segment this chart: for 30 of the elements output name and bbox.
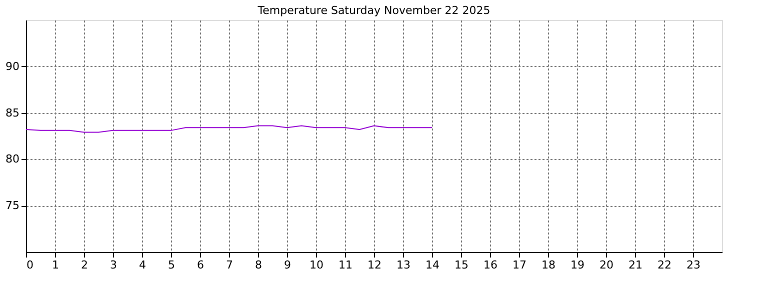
x-tick-label: 18 <box>542 258 556 272</box>
x-tick-label: 19 <box>570 258 584 272</box>
y-tick-label: 90 <box>6 60 20 73</box>
x-tick-label: 20 <box>600 258 614 272</box>
y-tick-label: 80 <box>6 152 20 166</box>
x-tick-label: 7 <box>226 258 233 272</box>
x-tick-label: 8 <box>255 258 262 272</box>
x-tick-label: 6 <box>197 258 204 272</box>
line-series <box>26 125 432 133</box>
x-tick-label: 23 <box>686 258 700 272</box>
x-tick-label: 1 <box>52 258 59 272</box>
x-tick-label: 13 <box>396 258 410 272</box>
y-tick-label: 85 <box>6 106 20 120</box>
x-tick-label: 4 <box>139 258 146 272</box>
x-tick-label: 22 <box>658 258 672 272</box>
x-tick-label: 5 <box>168 258 175 272</box>
y-tick-label: 75 <box>6 199 20 212</box>
x-tick-label: 17 <box>512 258 526 272</box>
x-tick-label: 16 <box>484 258 498 272</box>
x-tick-label: 11 <box>338 258 352 272</box>
x-tick-label: 15 <box>454 258 468 272</box>
x-tick-label: 9 <box>284 258 291 272</box>
x-tick-label: 12 <box>368 258 382 272</box>
chart-title: Temperature Saturday November 22 2025 <box>256 4 490 17</box>
x-tick-label: 10 <box>310 258 324 272</box>
x-tick-label: 21 <box>628 258 642 272</box>
x-tick-label: 2 <box>81 258 88 272</box>
x-tick-label: 0 <box>26 258 34 272</box>
x-tick-label: 14 <box>426 258 440 272</box>
x-tick-label: 3 <box>110 258 117 272</box>
